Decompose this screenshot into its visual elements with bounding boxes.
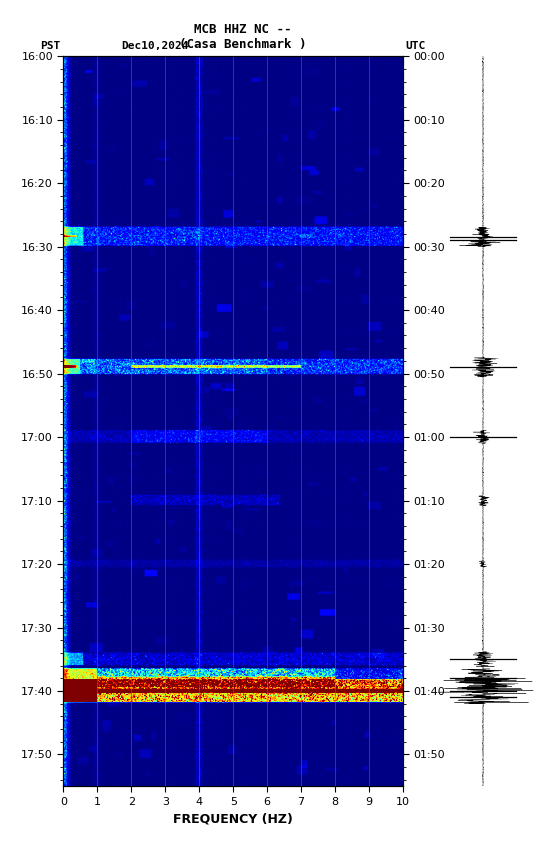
Text: MCB HHZ NC --: MCB HHZ NC -- [194,23,291,36]
Text: Dec10,2024: Dec10,2024 [121,41,188,51]
Text: (Casa Benchmark ): (Casa Benchmark ) [179,38,306,51]
Text: UTC: UTC [406,41,426,51]
Text: PST: PST [40,41,61,51]
X-axis label: FREQUENCY (HZ): FREQUENCY (HZ) [173,812,293,825]
